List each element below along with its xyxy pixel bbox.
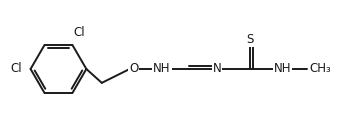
Text: S: S (246, 33, 253, 46)
Text: NH: NH (153, 62, 171, 75)
Text: N: N (212, 62, 221, 75)
Text: Cl: Cl (11, 62, 22, 75)
Text: Cl: Cl (74, 26, 85, 39)
Text: CH₃: CH₃ (309, 62, 331, 75)
Text: O: O (129, 62, 138, 75)
Text: NH: NH (274, 62, 291, 75)
